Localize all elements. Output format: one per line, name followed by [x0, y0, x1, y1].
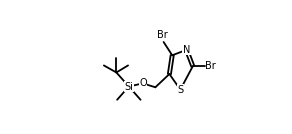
- Text: O: O: [139, 78, 147, 88]
- Text: N: N: [183, 45, 190, 55]
- Text: S: S: [177, 85, 183, 95]
- Text: Br: Br: [157, 30, 168, 40]
- Text: Br: Br: [205, 61, 216, 71]
- Text: Si: Si: [124, 81, 133, 92]
